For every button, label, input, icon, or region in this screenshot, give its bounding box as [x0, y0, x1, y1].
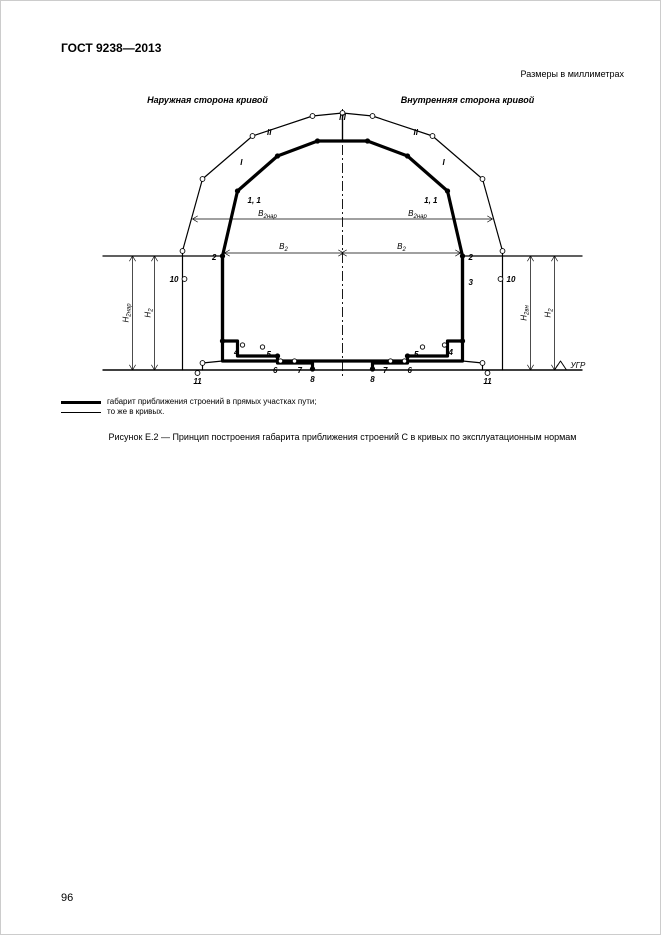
svg-text:H2нар: H2нар	[122, 303, 133, 323]
standard-header: ГОСТ 9238—2013	[61, 41, 624, 55]
svg-text:УГР: УГР	[570, 361, 586, 370]
diagram-legend: габарит приближения строений в прямых уч…	[61, 397, 624, 418]
svg-text:B2: B2	[279, 242, 288, 253]
svg-text:4: 4	[233, 348, 239, 357]
legend-swatch-thick	[61, 401, 101, 404]
svg-text:2: 2	[211, 253, 217, 262]
figure-caption: Рисунок Е.2 — Принцип построения габарит…	[61, 432, 624, 442]
svg-text:6: 6	[273, 366, 278, 375]
svg-text:I: I	[240, 158, 243, 167]
svg-text:H2: H2	[544, 308, 555, 318]
svg-text:7: 7	[383, 366, 388, 375]
svg-text:II: II	[267, 128, 272, 137]
legend-row-thick: габарит приближения строений в прямых уч…	[61, 397, 624, 407]
svg-text:7: 7	[298, 366, 303, 375]
svg-text:2: 2	[468, 253, 474, 262]
svg-text:H2вн: H2вн	[520, 305, 531, 321]
svg-text:1, 1: 1, 1	[424, 196, 438, 205]
legend-text-2: то же в кривых.	[107, 407, 164, 417]
document-page: ГОСТ 9238—2013 Размеры в миллиметрах Нар…	[0, 0, 661, 935]
svg-text:5: 5	[267, 350, 272, 359]
svg-text:5: 5	[414, 350, 419, 359]
svg-text:Внутренняя сторона кривой: Внутренняя сторона кривой	[401, 95, 535, 105]
page-number: 96	[61, 892, 73, 904]
svg-text:11: 11	[193, 377, 202, 386]
svg-text:H2: H2	[144, 308, 155, 318]
svg-text:Наружная сторона кривой: Наружная сторона кривой	[147, 95, 268, 105]
units-note: Размеры в миллиметрах	[61, 69, 624, 79]
svg-text:10: 10	[507, 275, 516, 284]
svg-text:II: II	[414, 128, 419, 137]
svg-text:10: 10	[170, 275, 179, 284]
svg-text:3: 3	[469, 278, 474, 287]
svg-text:B2нар: B2нар	[258, 209, 277, 220]
legend-row-thin: то же в кривых.	[61, 407, 624, 417]
legend-swatch-thin	[61, 412, 101, 413]
legend-text-1: габарит приближения строений в прямых уч…	[107, 397, 317, 407]
svg-text:1, 1: 1, 1	[248, 196, 262, 205]
svg-text:4: 4	[448, 348, 454, 357]
svg-text:6: 6	[408, 366, 413, 375]
svg-text:I: I	[443, 158, 446, 167]
svg-text:11: 11	[483, 377, 492, 386]
svg-text:III: III	[339, 113, 346, 122]
gauge-diagram: Наружная сторона кривой Внутренняя сторон…	[61, 81, 624, 391]
svg-text:B2нар: B2нар	[408, 209, 427, 220]
svg-text:8: 8	[310, 375, 315, 384]
svg-text:B2: B2	[397, 242, 406, 253]
svg-text:8: 8	[370, 375, 375, 384]
